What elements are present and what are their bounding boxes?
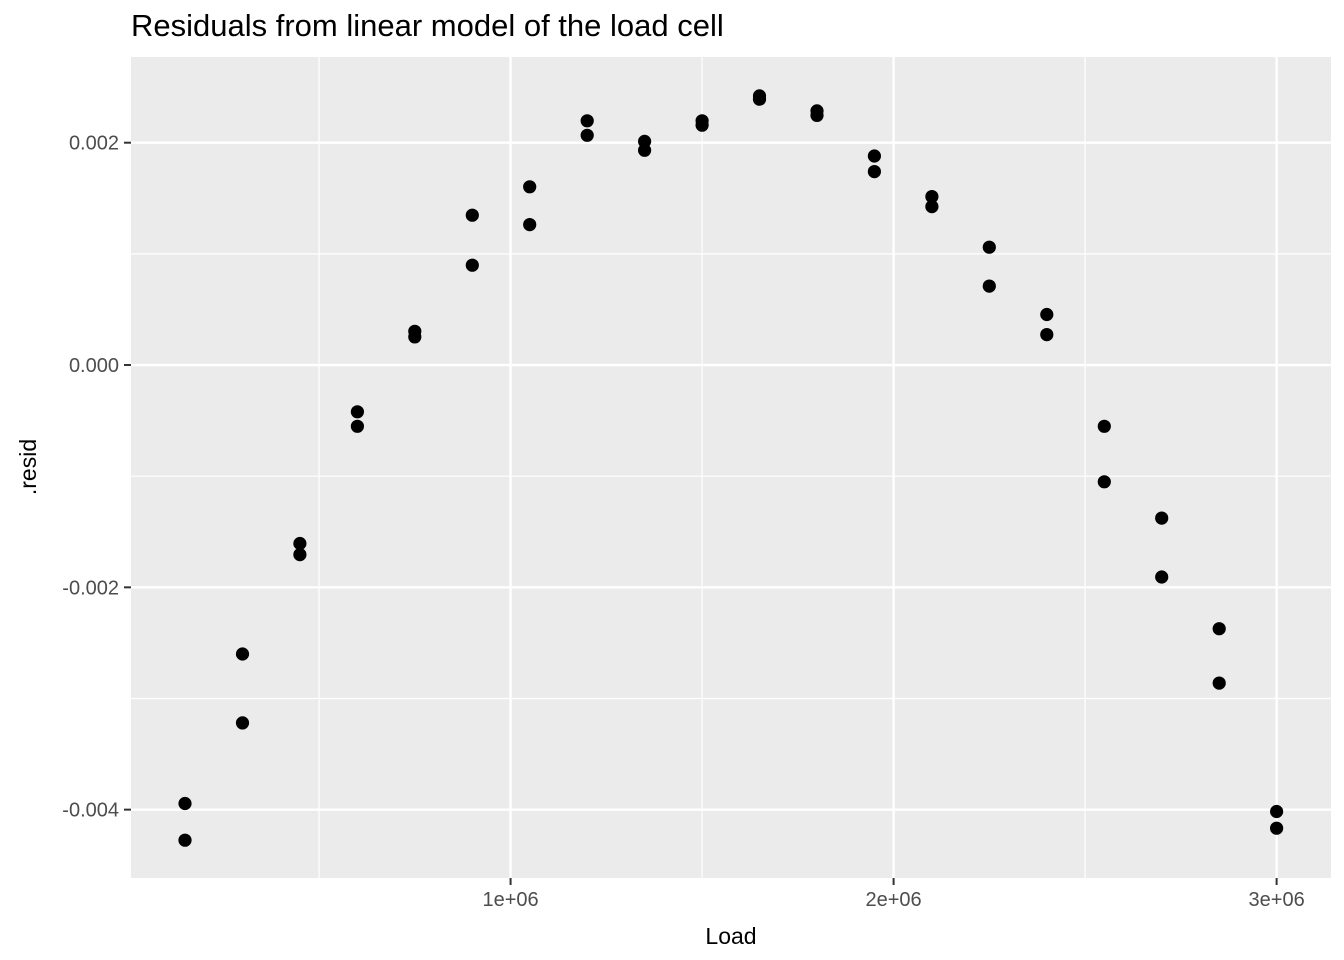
data-point: [465, 208, 479, 222]
data-point: [580, 114, 594, 128]
minor-gridlines: [131, 57, 1331, 878]
data-point: [293, 548, 307, 562]
data-point: [408, 330, 422, 344]
data-point: [523, 218, 537, 232]
plot-title: Residuals from linear model of the load …: [131, 8, 724, 43]
data-point: [867, 149, 882, 163]
x-axis-title: Load: [705, 923, 756, 949]
x-axis-tick-label: 1e+06: [482, 889, 538, 911]
data-point: [1155, 511, 1169, 525]
y-axis-tick-label: -0.004: [62, 800, 119, 822]
data-point: [523, 180, 537, 194]
data-point: [867, 165, 882, 179]
data-point: [695, 114, 709, 128]
data-point: [1097, 419, 1111, 433]
data-point: [350, 419, 364, 433]
data-point: [1212, 676, 1226, 690]
panel-background: [131, 57, 1331, 878]
data-point: [638, 134, 652, 148]
y-axis-tick-labels: 0.002 0.000 -0.002 -0.004: [62, 133, 119, 822]
data-point: [580, 128, 594, 142]
axis-tick-marks: [124, 141, 1278, 885]
data-point: [235, 716, 250, 730]
data-point: [1212, 622, 1226, 636]
data-point: [982, 279, 996, 293]
data-point: [752, 89, 767, 103]
data-point: [925, 200, 939, 214]
data-point: [293, 536, 307, 551]
y-axis-tick-label: 0.002: [69, 133, 119, 155]
x-axis-tick-labels: 1e+06 2e+06 3e+06: [482, 889, 1304, 911]
data-point: [1270, 804, 1284, 819]
data-points: [178, 89, 1284, 847]
data-point: [235, 647, 250, 661]
y-axis-title: .resid: [15, 439, 41, 495]
data-point: [982, 240, 996, 254]
x-axis-tick-label: 2e+06: [866, 889, 922, 911]
data-point: [178, 833, 192, 847]
data-point: [1270, 821, 1284, 835]
data-point: [178, 796, 192, 811]
data-point: [1155, 570, 1169, 584]
data-point: [465, 258, 479, 272]
data-point: [1040, 328, 1054, 342]
y-axis-tick-label: -0.002: [62, 577, 119, 599]
data-point: [1040, 307, 1054, 322]
major-gridlines: [131, 57, 1331, 878]
x-axis-tick-label: 3e+06: [1249, 889, 1305, 911]
y-axis-tick-label: 0.000: [69, 355, 119, 377]
data-point: [925, 190, 939, 204]
data-point: [1097, 475, 1111, 489]
data-point: [350, 405, 364, 419]
data-point: [810, 108, 824, 122]
